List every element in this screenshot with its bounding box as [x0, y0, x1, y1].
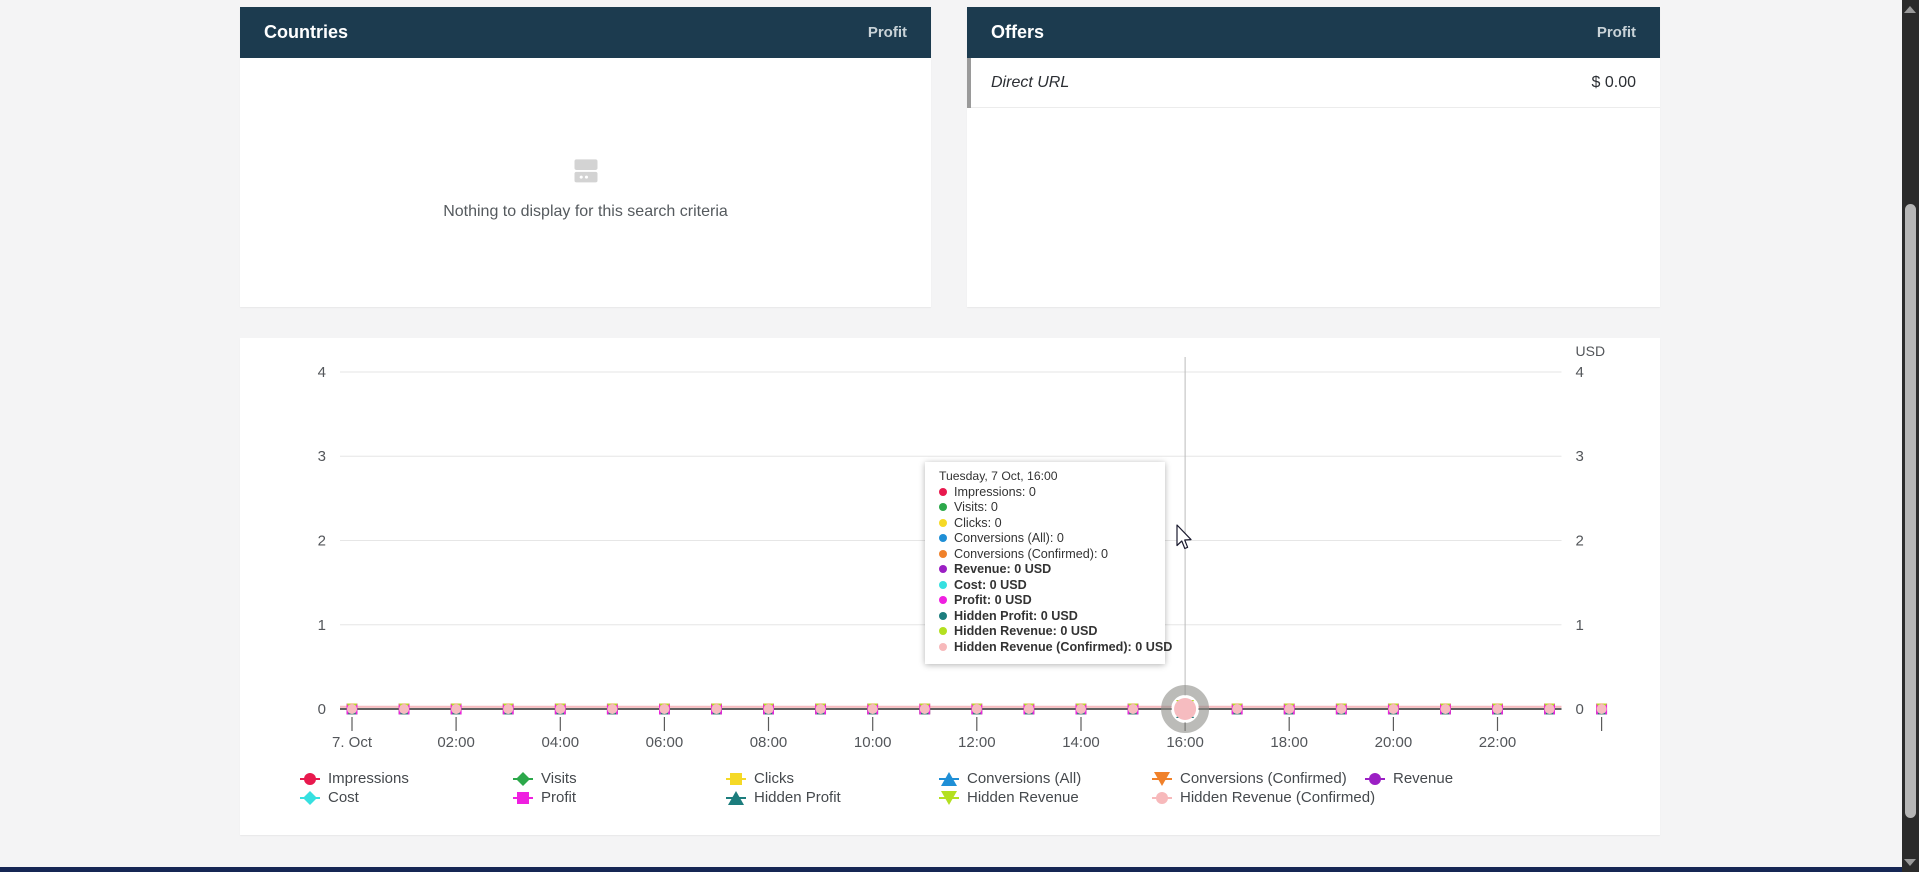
svg-text:0: 0 [1576, 701, 1584, 718]
svg-text:14:00: 14:00 [1062, 734, 1100, 751]
svg-text:3: 3 [318, 448, 326, 465]
svg-text:7. Oct: 7. Oct [332, 734, 373, 751]
svg-text:2: 2 [318, 533, 326, 550]
svg-text:3: 3 [1576, 448, 1584, 465]
svg-text:04:00: 04:00 [542, 734, 580, 751]
svg-text:4: 4 [1576, 364, 1584, 381]
svg-text:18:00: 18:00 [1270, 734, 1308, 751]
svg-text:4: 4 [318, 364, 326, 381]
svg-text:0: 0 [318, 701, 326, 718]
svg-text:12:00: 12:00 [958, 734, 996, 751]
svg-text:USD: USD [1576, 343, 1606, 359]
svg-text:1: 1 [318, 617, 326, 634]
svg-text:22:00: 22:00 [1479, 734, 1517, 751]
svg-text:02:00: 02:00 [437, 734, 475, 751]
svg-text:1: 1 [1576, 617, 1584, 634]
svg-text:20:00: 20:00 [1375, 734, 1413, 751]
svg-text:2: 2 [1576, 533, 1584, 550]
svg-text:10:00: 10:00 [854, 734, 892, 751]
svg-text:16:00: 16:00 [1166, 734, 1204, 751]
svg-text:06:00: 06:00 [646, 734, 684, 751]
svg-text:08:00: 08:00 [750, 734, 788, 751]
